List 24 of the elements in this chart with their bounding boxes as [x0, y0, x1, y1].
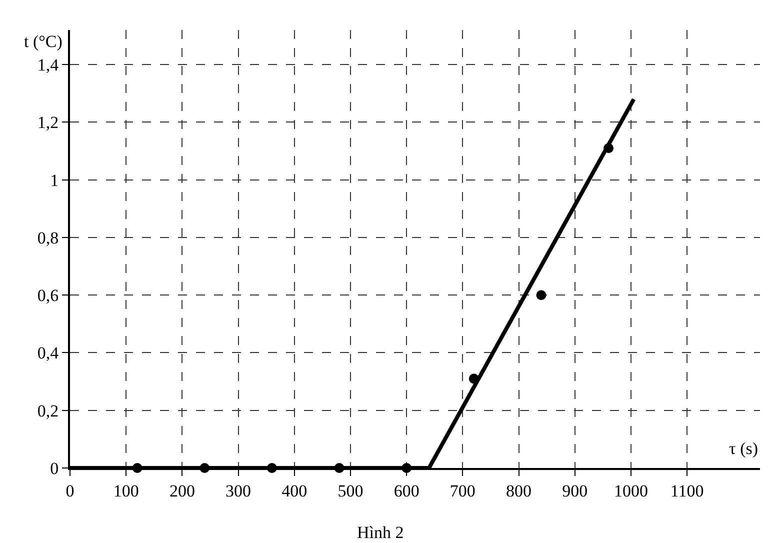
x-tick-label: 700 [450, 481, 476, 500]
y-tick-label: 0,2 [37, 401, 59, 420]
x-tick-label: 600 [394, 481, 420, 500]
y-tick-label: 1,2 [37, 113, 59, 132]
point [536, 290, 546, 300]
y-tick-label: 0,4 [37, 344, 60, 363]
x-tick-label: 200 [169, 481, 195, 500]
x-axis-title: τ (s) [729, 439, 758, 458]
y-tick-label: 0,6 [37, 286, 59, 306]
x-tick-label: 1100 [670, 481, 704, 500]
y-tick-label: 1,4 [37, 56, 60, 75]
x-tick-label: 100 [113, 481, 139, 500]
y-axis-title: t (°C) [24, 32, 62, 51]
y-tick-label: 0,8 [37, 228, 59, 248]
x-tick-label: 500 [338, 481, 364, 500]
x-tick-label: 900 [562, 481, 588, 500]
y-tick-label: 0 [50, 458, 59, 478]
x-tick-label: 300 [226, 481, 252, 500]
y-tick-label: 1 [50, 170, 59, 190]
text: Hình 2 [357, 523, 404, 542]
x-tick-label: 400 [282, 481, 308, 500]
x-tick-label: 1000 [614, 481, 648, 500]
x-tick-label: 0 [66, 481, 74, 500]
x-tick-label: 800 [506, 481, 532, 500]
